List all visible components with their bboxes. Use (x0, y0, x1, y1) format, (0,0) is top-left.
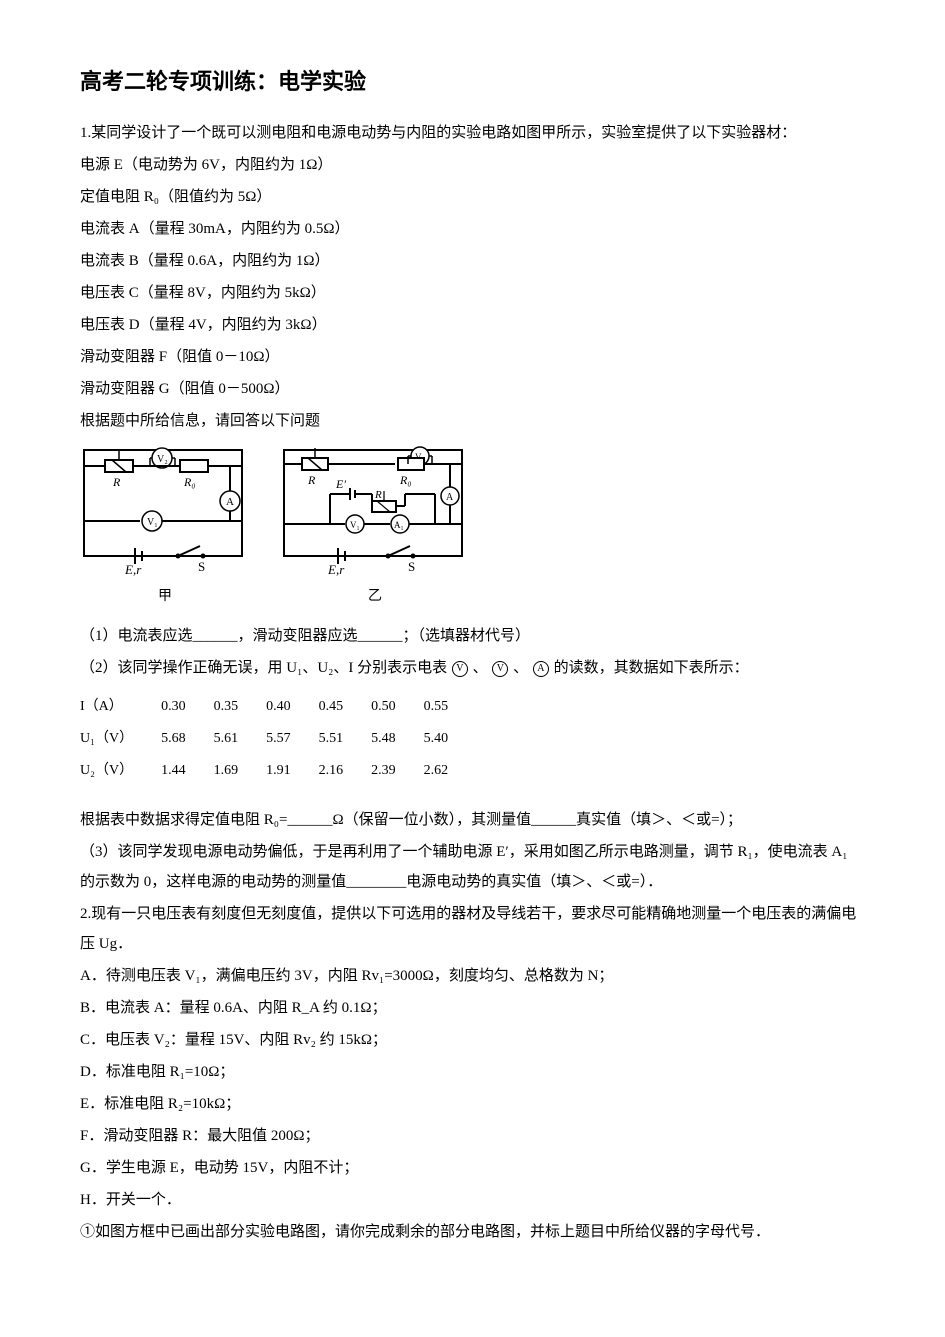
table-cell: 0.55 (424, 691, 477, 723)
ammeter-icon: A (533, 661, 549, 677)
table-row: U₁（V） 5.68 5.61 5.57 5.51 5.48 5.40 (80, 723, 476, 755)
svg-text:A: A (446, 492, 454, 503)
svg-text:E,r: E,r (327, 562, 345, 577)
q1-lead: 根据题中所给信息，请回答以下问题 (80, 406, 865, 436)
q1-item-7: 滑动变阻器 G（阻值 0－500Ω） (80, 374, 865, 404)
q1-part2: （2）该同学操作正确无误，用 U₁、U₂、I 分别表示电表 V 、 V 、 A … (80, 653, 865, 683)
table-cell: U₁（V） (80, 723, 161, 755)
q1-part2-post: 的读数，其数据如下表所示： (554, 660, 749, 676)
page-title: 高考二轮专项训练：电学实验 (80, 60, 865, 104)
q1-item-4: 电压表 C（量程 8V，内阻约为 5kΩ） (80, 278, 865, 308)
circuit-figure-right: R V₂ R₀ E′ R₁ (280, 446, 470, 611)
figure-caption-right: 乙 (280, 583, 470, 611)
q2-item-f: F．滑动变阻器 R：最大阻值 200Ω； (80, 1121, 865, 1151)
q1-item-5: 电压表 D（量程 4V，内阻约为 3kΩ） (80, 310, 865, 340)
svg-text:R₀: R₀ (183, 475, 196, 489)
q1-intro: 1.某同学设计了一个既可以测电阻和电源电动势与内阻的实验电路如图甲所示，实验室提… (80, 118, 865, 148)
q1-after-table: 根据表中数据求得定值电阻 R₀=______Ω（保留一位小数），其测量值____… (80, 805, 865, 835)
svg-text:E,r: E,r (124, 562, 142, 577)
svg-text:R₀: R₀ (399, 473, 412, 487)
svg-text:A: A (226, 496, 234, 508)
table-cell: 1.44 (161, 755, 214, 787)
q1-part2-sep2: 、 (513, 660, 528, 676)
table-cell: 5.61 (214, 723, 267, 755)
q2-item-d: D．标准电阻 R₁=10Ω； (80, 1057, 865, 1087)
circuit-diagram-yi-icon: R V₂ R₀ E′ R₁ (280, 446, 470, 581)
data-table: I（A） 0.30 0.35 0.40 0.45 0.50 0.55 U₁（V）… (80, 691, 476, 787)
table-cell: 1.69 (214, 755, 267, 787)
q2-item-g: G．学生电源 E，电动势 15V，内阻不计； (80, 1153, 865, 1183)
table-cell: 0.45 (319, 691, 372, 723)
q1-item-6: 滑动变阻器 F（阻值 0－10Ω） (80, 342, 865, 372)
table-cell: 0.40 (266, 691, 319, 723)
circuit-diagram-jia-icon: R V₂ R₀ A V₁ (80, 446, 250, 581)
q1-item-3: 电流表 B（量程 0.6A，内阻约为 1Ω） (80, 246, 865, 276)
q2-item-c: C．电压表 V₂：量程 15V、内阻 Rv₂ 约 15kΩ； (80, 1025, 865, 1055)
q2-item-a: A．待测电压表 V₁，满偏电压约 3V，内阻 Rv₁=3000Ω，刻度均匀、总格… (80, 961, 865, 991)
svg-text:A₁: A₁ (394, 520, 404, 530)
table-cell: 5.48 (371, 723, 424, 755)
q1-part2-sep1: 、 (473, 660, 488, 676)
table-cell: 5.40 (424, 723, 477, 755)
svg-text:R: R (112, 475, 121, 489)
svg-text:V₁: V₁ (350, 520, 360, 530)
circuit-figure-left: R V₂ R₀ A V₁ (80, 446, 250, 611)
table-row: I（A） 0.30 0.35 0.40 0.45 0.50 0.55 (80, 691, 476, 723)
svg-text:V₂: V₂ (157, 454, 168, 465)
table-cell: 2.16 (319, 755, 372, 787)
svg-text:S: S (408, 559, 415, 574)
table-cell: 1.91 (266, 755, 319, 787)
circuit-figures: R V₂ R₀ A V₁ (80, 446, 865, 611)
table-cell: I（A） (80, 691, 161, 723)
svg-text:S: S (198, 559, 205, 574)
q1-part1: （1）电流表应选______，滑动变阻器应选______；（选填器材代号） (80, 621, 865, 651)
q1-item-2: 电流表 A（量程 30mA，内阻约为 0.5Ω） (80, 214, 865, 244)
q2-item-e: E．标准电阻 R₂=10kΩ； (80, 1089, 865, 1119)
voltmeter1-icon: V (452, 661, 468, 677)
table-cell: 0.35 (214, 691, 267, 723)
q2-item-b: B．电流表 A：量程 0.6A、内阻 R_A 约 0.1Ω； (80, 993, 865, 1023)
q1-item-0: 电源 E（电动势为 6V，内阻约为 1Ω） (80, 150, 865, 180)
figure-caption-left: 甲 (80, 583, 250, 611)
table-cell: U₂（V） (80, 755, 161, 787)
table-cell: 0.30 (161, 691, 214, 723)
table-cell: 5.57 (266, 723, 319, 755)
table-cell: 2.62 (424, 755, 477, 787)
table-cell: 5.68 (161, 723, 214, 755)
q2-item-h: H．开关一个． (80, 1185, 865, 1215)
table-cell: 5.51 (319, 723, 372, 755)
q1-item-1: 定值电阻 R₀（阻值约为 5Ω） (80, 182, 865, 212)
svg-text:R₁: R₁ (374, 489, 386, 501)
svg-text:R: R (307, 473, 316, 487)
voltmeter2-icon: V (492, 661, 508, 677)
svg-text:V₁: V₁ (147, 517, 158, 528)
table-row: U₂（V） 1.44 1.69 1.91 2.16 2.39 2.62 (80, 755, 476, 787)
table-cell: 2.39 (371, 755, 424, 787)
q2-task1: ①如图方框中已画出部分实验电路图，请你完成剩余的部分电路图，并标上题目中所给仪器… (80, 1217, 865, 1247)
svg-text:E′: E′ (335, 477, 346, 491)
q1-part2-pre: （2）该同学操作正确无误，用 U₁、U₂、I 分别表示电表 (80, 660, 447, 676)
q1-part3: （3）该同学发现电源电动势偏低，于是再利用了一个辅助电源 E′，采用如图乙所示电… (80, 837, 865, 897)
q2-intro: 2.现有一只电压表有刻度但无刻度值，提供以下可选用的器材及导线若干，要求尽可能精… (80, 899, 865, 959)
table-cell: 0.50 (371, 691, 424, 723)
